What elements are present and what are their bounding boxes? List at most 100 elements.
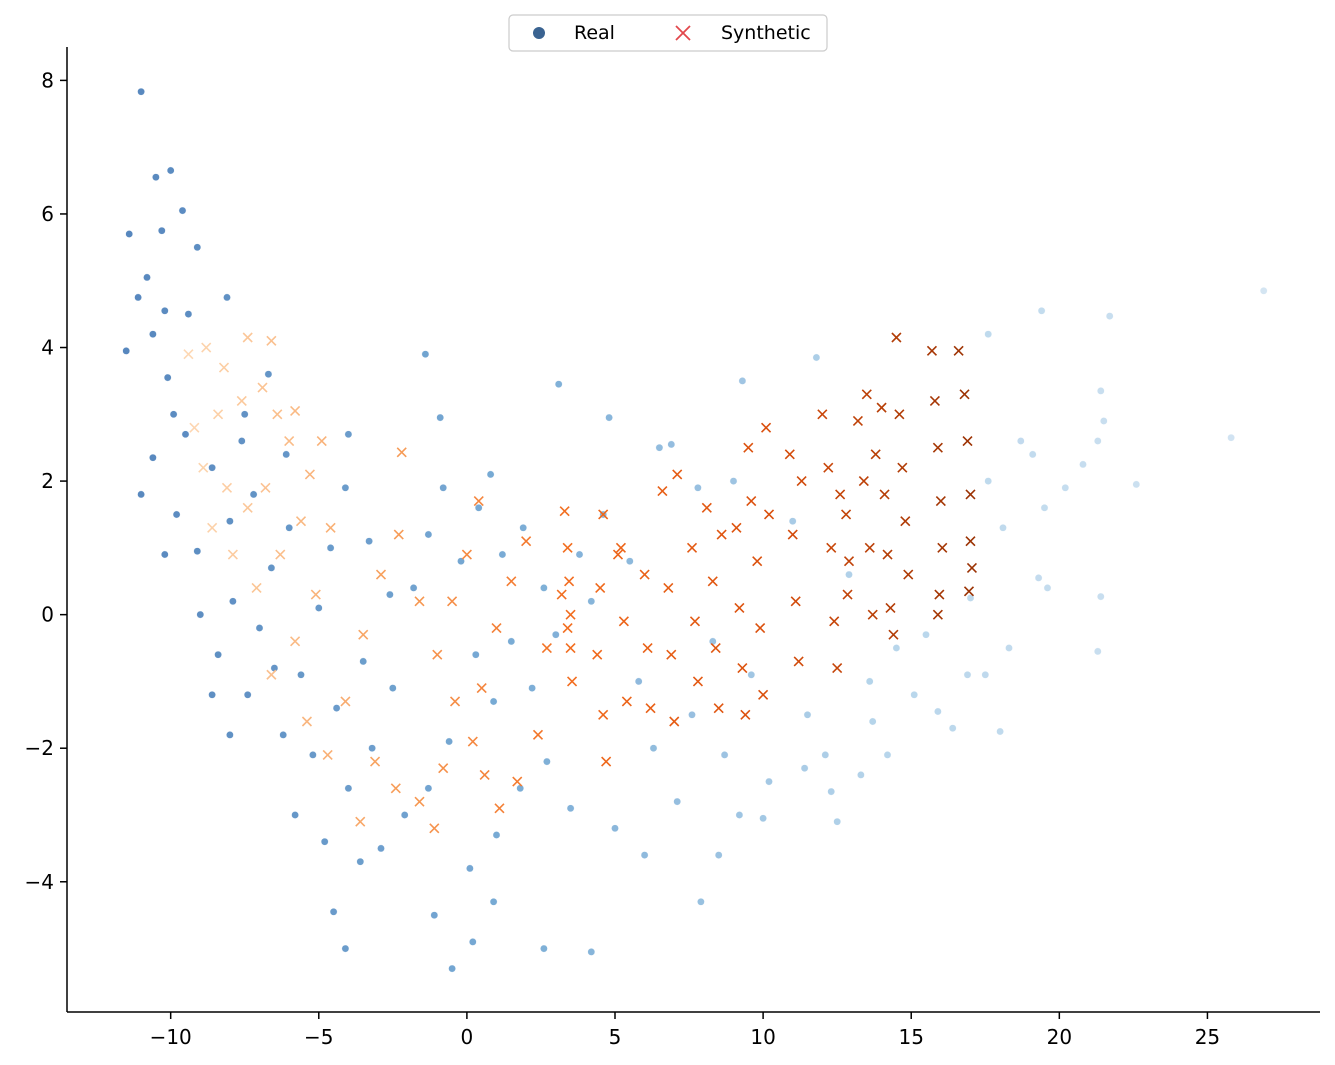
synthetic-point [663, 582, 674, 593]
y-tick-label: 4 [41, 336, 54, 360]
real-point [1043, 584, 1052, 592]
real-point [1105, 312, 1114, 320]
synthetic-point [929, 395, 940, 407]
synthetic-point [207, 522, 218, 533]
real-point [1094, 437, 1102, 445]
real-point [1079, 460, 1087, 469]
synthetic-point [891, 332, 902, 343]
synthetic-point [962, 435, 973, 447]
real-point [359, 657, 368, 666]
synthetic-point [926, 345, 938, 356]
synthetic-point [355, 816, 366, 827]
synthetic-point [257, 382, 268, 393]
real-point [963, 671, 972, 679]
synthetic-point [621, 696, 632, 707]
real-point [587, 948, 596, 956]
synthetic-point [842, 589, 853, 600]
real-point [747, 671, 756, 679]
real-point [329, 908, 338, 916]
synthetic-point [565, 609, 576, 620]
synthetic-point [491, 622, 502, 634]
real-point [223, 293, 231, 302]
y-tick-label: 2 [41, 469, 54, 493]
real-point [448, 964, 456, 973]
synthetic-point [218, 362, 230, 373]
real-point [341, 483, 350, 492]
real-point [738, 377, 747, 385]
real-point [1259, 286, 1268, 295]
real-point [720, 751, 729, 759]
synthetic-point [260, 482, 271, 493]
real-point [332, 704, 341, 712]
synthetic-point [746, 496, 757, 507]
synthetic-point [669, 716, 680, 727]
real-point [178, 206, 187, 215]
synthetic-point [242, 332, 253, 343]
real-point [498, 550, 507, 559]
x-tick-label: −10 [150, 1025, 192, 1049]
real-point [833, 817, 842, 826]
synthetic-point [476, 683, 487, 694]
real-point [812, 353, 821, 362]
real-point [365, 537, 373, 546]
real-point [640, 851, 649, 859]
synthetic-point [829, 616, 840, 627]
synthetic-point [689, 616, 701, 627]
synthetic-point [479, 769, 490, 780]
real-point [709, 637, 717, 646]
real-point [421, 350, 430, 359]
synthetic-point [284, 435, 295, 447]
real-point [649, 744, 658, 753]
synthetic-point [566, 676, 578, 687]
real-point [981, 671, 990, 679]
real-point [611, 824, 619, 833]
real-point [821, 751, 830, 759]
real-point [226, 731, 234, 739]
real-point [845, 570, 853, 579]
synthetic-point [858, 476, 869, 487]
real-point [1094, 647, 1102, 656]
real-point [528, 684, 536, 692]
real-point [125, 230, 133, 238]
real-point [934, 707, 942, 716]
real-point [474, 503, 483, 512]
real-point [827, 787, 836, 796]
real-point [729, 477, 738, 485]
synthetic-point [713, 703, 724, 714]
synthetic-point [672, 469, 683, 480]
legend-box [508, 14, 828, 52]
real-point [424, 784, 433, 793]
synthetic-point [595, 582, 606, 593]
real-point [688, 711, 696, 719]
synthetic-point [221, 482, 233, 493]
real-point [922, 630, 930, 639]
real-point [655, 443, 664, 452]
synthetic-point [201, 342, 212, 353]
synthetic-point [934, 589, 945, 600]
synthetic-point [183, 349, 194, 360]
legend-synthetic-label: Synthetic [721, 22, 811, 44]
synthetic-point [963, 586, 975, 597]
synthetic-point [494, 803, 505, 814]
synthetic-point [867, 609, 878, 620]
real-point [803, 711, 812, 719]
synthetic-point [787, 529, 798, 540]
real-point [507, 637, 516, 646]
synthetic-point [888, 629, 899, 640]
real-point [285, 524, 294, 532]
synthetic-point [763, 509, 775, 520]
real-point [984, 477, 993, 485]
synthetic-point [737, 663, 748, 674]
synthetic-point [826, 542, 837, 553]
synthetic-point [447, 596, 458, 607]
synthetic-point [966, 562, 978, 573]
plot-points [122, 87, 1268, 973]
synthetic-point [598, 709, 609, 720]
real-point [765, 777, 773, 786]
real-point [344, 430, 353, 439]
y-tick-label: −2 [25, 736, 54, 760]
real-point [1017, 437, 1025, 445]
synthetic-point [541, 642, 552, 654]
synthetic-point [438, 763, 449, 774]
